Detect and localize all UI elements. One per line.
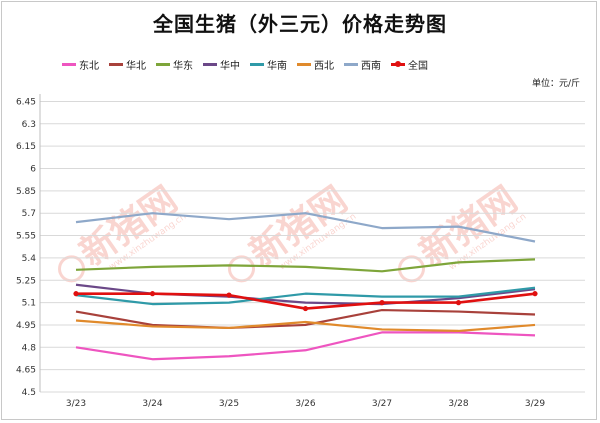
legend-item-xinan: 西南 bbox=[344, 57, 381, 72]
x-tick-label: 3/28 bbox=[448, 399, 468, 409]
y-tick-label: 4.8 bbox=[22, 343, 37, 353]
x-tick-label: 3/23 bbox=[66, 399, 86, 409]
y-tick-label: 5.7 bbox=[22, 209, 36, 219]
legend-swatch bbox=[203, 62, 217, 66]
series-line-dongbei bbox=[75, 331, 536, 361]
y-tick-label: 6 bbox=[30, 165, 36, 175]
legend-swatch bbox=[156, 62, 170, 66]
legend-swatch bbox=[109, 62, 123, 66]
legend-label: 全国 bbox=[408, 60, 428, 72]
y-tick-label: 4.5 bbox=[22, 388, 36, 398]
y-tick-label: 5.55 bbox=[16, 232, 36, 242]
series-point-quanguo bbox=[532, 291, 538, 297]
y-tick-label: 4.95 bbox=[16, 321, 36, 331]
series-line-xibei bbox=[75, 319, 536, 333]
y-tick-label: 6.3 bbox=[22, 120, 36, 130]
legend-item-huanan: 华南 bbox=[250, 57, 287, 72]
series-point-quanguo bbox=[73, 291, 79, 297]
legend-item-xibei: 西北 bbox=[297, 57, 334, 72]
x-tick-label: 3/29 bbox=[525, 399, 545, 409]
legend-swatch bbox=[344, 62, 358, 66]
y-tick-label: 5.25 bbox=[16, 276, 36, 286]
x-tick-label: 3/26 bbox=[295, 399, 315, 409]
chart-legend: 东北 华北 华东 华中 华南 西北 西南 全国 bbox=[62, 57, 438, 72]
series-line-huabei bbox=[75, 308, 536, 330]
legend-item-huazhong: 华中 bbox=[203, 57, 240, 72]
series-point-quanguo bbox=[149, 291, 156, 297]
y-tick-label: 6.15 bbox=[16, 142, 36, 152]
y-tick-label: 6.45 bbox=[16, 97, 36, 107]
legend-label: 西南 bbox=[361, 60, 381, 72]
x-tick-label: 3/27 bbox=[372, 399, 392, 409]
series-point-quanguo bbox=[455, 300, 462, 306]
legend-label: 东北 bbox=[79, 60, 99, 72]
legend-label: 华南 bbox=[267, 60, 287, 72]
legend-swatch bbox=[62, 62, 76, 66]
legend-swatch bbox=[297, 62, 311, 66]
series-point-quanguo bbox=[226, 292, 232, 298]
series-point-quanguo bbox=[302, 305, 309, 312]
legend-label: 西北 bbox=[314, 60, 334, 72]
grid-layer bbox=[39, 94, 585, 393]
chart-title: 全国生猪（外三元）价格走势图 bbox=[153, 12, 447, 36]
legend-item-huabei: 华北 bbox=[109, 57, 146, 72]
series-line-xinan bbox=[75, 212, 536, 243]
legend-label: 华东 bbox=[173, 60, 193, 72]
x-tick-label: 3/25 bbox=[219, 399, 239, 409]
legend-swatch bbox=[250, 62, 264, 66]
series-point-quanguo bbox=[379, 300, 385, 306]
series-line-huanan bbox=[75, 286, 536, 306]
y-tick-label: 4.65 bbox=[16, 366, 36, 376]
series-line-huadong bbox=[75, 258, 536, 273]
legend-item-huadong: 华东 bbox=[156, 57, 193, 72]
legend-item-dongbei: 东北 bbox=[62, 57, 99, 72]
series-layer bbox=[73, 212, 538, 361]
legend-label: 华北 bbox=[126, 60, 146, 72]
y-axis-ticks: 6.45 6.3 6.15 6 5.85 5.7 5.55 5.4 5.25 5.1 4.95 4.8… bbox=[16, 97, 36, 398]
y-tick-label: 5.1 bbox=[22, 299, 36, 309]
legend-swatch bbox=[391, 60, 405, 67]
y-tick-label: 5.85 bbox=[16, 187, 36, 197]
unit-label: 单位：元/斤 bbox=[531, 79, 580, 89]
legend-label: 华中 bbox=[220, 60, 240, 72]
x-axis-ticks: 3/23 3/24 3/25 3/26 3/27 3/28 3/29 bbox=[66, 399, 545, 409]
legend-item-quanguo: 全国 bbox=[391, 57, 428, 72]
x-tick-label: 3/24 bbox=[142, 399, 162, 409]
y-tick-label: 5.4 bbox=[22, 254, 37, 264]
